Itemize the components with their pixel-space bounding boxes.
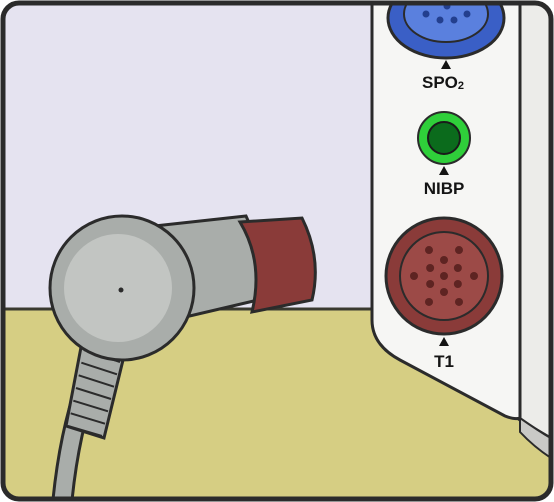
nibp-arrow-icon [439, 166, 449, 175]
t1-port[interactable] [384, 216, 504, 336]
t1-pin-group [410, 246, 478, 306]
t1-pin [440, 272, 448, 280]
strain-relief-ridge [78, 374, 115, 388]
t1-arrow-icon [439, 337, 449, 346]
probe-head-center-dot [118, 287, 124, 293]
strain-relief-ridge [81, 361, 118, 376]
nibp-port[interactable] [417, 111, 471, 165]
spo2-connector-face [403, 3, 489, 43]
strain-relief-ridge [70, 412, 106, 425]
monitor-corner-shade [519, 416, 551, 462]
t1-pin [455, 246, 463, 255]
strain-relief-ridge [67, 425, 103, 437]
t1-pin [453, 264, 462, 272]
t1-pin [440, 288, 448, 296]
t1-pin [425, 297, 433, 306]
t1-pin [440, 256, 448, 264]
spo2-port[interactable] [386, 0, 506, 60]
strain-relief-ridge [75, 387, 112, 400]
strain-relief-ridge [73, 399, 109, 413]
t1-pin [426, 280, 435, 288]
t1-pin [470, 272, 478, 280]
t1-label: T1 [434, 352, 454, 371]
spo2-pin [463, 10, 471, 18]
probe-plug-tip[interactable] [237, 216, 317, 314]
probe-head-face [64, 234, 172, 342]
spo2-label: SPO2 [422, 73, 464, 92]
spo2-arrow-icon [441, 60, 451, 69]
spo2-pin [436, 16, 444, 24]
spo2-pin [422, 10, 430, 18]
nibp-connector-inner [427, 121, 461, 155]
t1-pin [455, 297, 463, 306]
t1-pin [426, 264, 435, 272]
t1-pin [425, 246, 433, 255]
spo2-pin [450, 16, 458, 24]
t1-pin [453, 280, 462, 288]
nibp-label: NIBP [424, 179, 465, 198]
t1-pin [410, 272, 418, 280]
